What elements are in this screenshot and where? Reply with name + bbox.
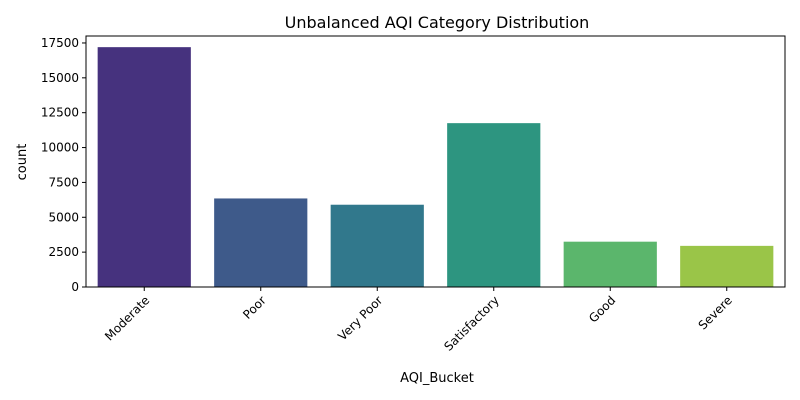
- bar-poor: [214, 198, 308, 287]
- x-tick-label: Good: [586, 293, 618, 325]
- x-tick-label: Severe: [696, 293, 735, 332]
- y-tick-label: 15000: [41, 71, 79, 85]
- y-tick-label: 2500: [48, 245, 79, 259]
- x-tick-label: Satisfactory: [441, 293, 501, 353]
- y-tick-label: 12500: [41, 106, 79, 120]
- bar-good: [563, 241, 657, 287]
- bar-satisfactory: [447, 123, 541, 288]
- bar-severe: [680, 245, 774, 287]
- chart-title: Unbalanced AQI Category Distribution: [285, 13, 590, 32]
- y-tick-label: 7500: [48, 175, 79, 189]
- y-axis-ticks: 0 2500 5000 7500 10000 12500 15000 17500: [41, 36, 86, 294]
- y-tick-label: 0: [71, 280, 79, 294]
- bars-group: [97, 47, 774, 288]
- y-tick-label: 17500: [41, 36, 79, 50]
- x-tick-label: Very Poor: [335, 293, 385, 343]
- y-tick-label: 10000: [41, 141, 79, 155]
- bar-moderate: [97, 47, 191, 288]
- y-tick-label: 5000: [48, 210, 79, 224]
- x-axis-ticks: Moderate Poor Very Poor Satisfactory Good Sev…: [102, 287, 735, 354]
- x-tick-label: Poor: [240, 293, 269, 322]
- plot-frame: [85, 35, 786, 288]
- x-tick-label: Moderate: [102, 293, 152, 343]
- x-axis-label: AQI_Bucket: [400, 371, 474, 386]
- y-axis-label: count: [15, 144, 30, 181]
- bar-very-poor: [330, 204, 424, 287]
